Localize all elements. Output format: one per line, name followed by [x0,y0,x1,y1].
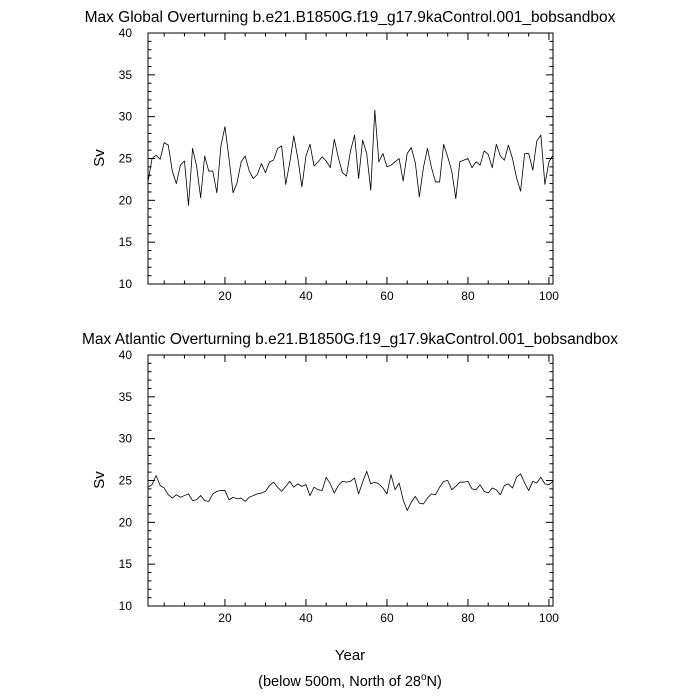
footnote-text: (below 500m, North of 28 [258,674,421,690]
atlantic-x-tick-label: 60 [380,611,394,625]
global-x-tick-label: 100 [539,289,559,303]
atlantic-y-tick-label: 40 [119,348,133,362]
footnote: (below 500m, North of 28oN) [258,672,442,690]
atlantic-x-tick-label: 20 [218,611,232,625]
atlantic-x-tick-label: 100 [539,611,559,625]
atlantic-y-tick-label: 10 [119,599,133,613]
global-series-line [147,109,554,206]
global-x-tick-label: 40 [299,289,313,303]
global-y-tick-label: 35 [119,68,133,82]
atlantic-series [147,470,554,512]
global-y-tick-label: 30 [119,110,133,124]
global-y-tick-label: 20 [119,193,133,207]
atlantic-x-tick-label: 80 [461,611,475,625]
atlantic-y-tick-label: 20 [119,515,133,529]
atlantic-overturning-panel: Max Atlantic Overturning b.e21.B1850G.f1… [82,331,618,664]
global-y-tick-label: 25 [119,152,133,166]
atlantic-y-axis-label: Sv [91,471,108,489]
global-y-axis-label: Sv [91,149,108,167]
global-ticks: 20 40 60 80 100 10 15 20 25 30 35 40 [119,26,560,303]
x-axis-label: Year [335,647,365,664]
global-y-tick-label: 10 [119,277,133,291]
atlantic-y-tick-label: 35 [119,390,133,404]
global-y-tick-label: 15 [119,235,133,249]
atlantic-y-tick-label: 30 [119,432,133,446]
atlantic-panel-title: Max Atlantic Overturning b.e21.B1850G.f1… [82,331,618,348]
global-panel-title: Max Global Overturning b.e21.B1850G.f19_… [85,9,616,26]
footnote-text-end: N) [427,674,442,690]
atlantic-y-tick-label: 25 [119,474,133,488]
footnote-degree-superscript: o [421,672,427,683]
global-overturning-panel: Max Global Overturning b.e21.B1850G.f19_… [85,9,616,303]
global-x-tick-label: 60 [380,289,394,303]
atlantic-x-tick-label: 40 [299,611,313,625]
atlantic-series-line [147,470,554,512]
global-x-tick-label: 80 [461,289,475,303]
atlantic-y-tick-label: 15 [119,557,133,571]
global-series [147,109,554,206]
atlantic-ticks: 20 40 60 80 100 10 15 20 25 30 35 40 [119,348,560,625]
global-y-tick-label: 40 [119,26,133,40]
global-x-tick-label: 20 [218,289,232,303]
